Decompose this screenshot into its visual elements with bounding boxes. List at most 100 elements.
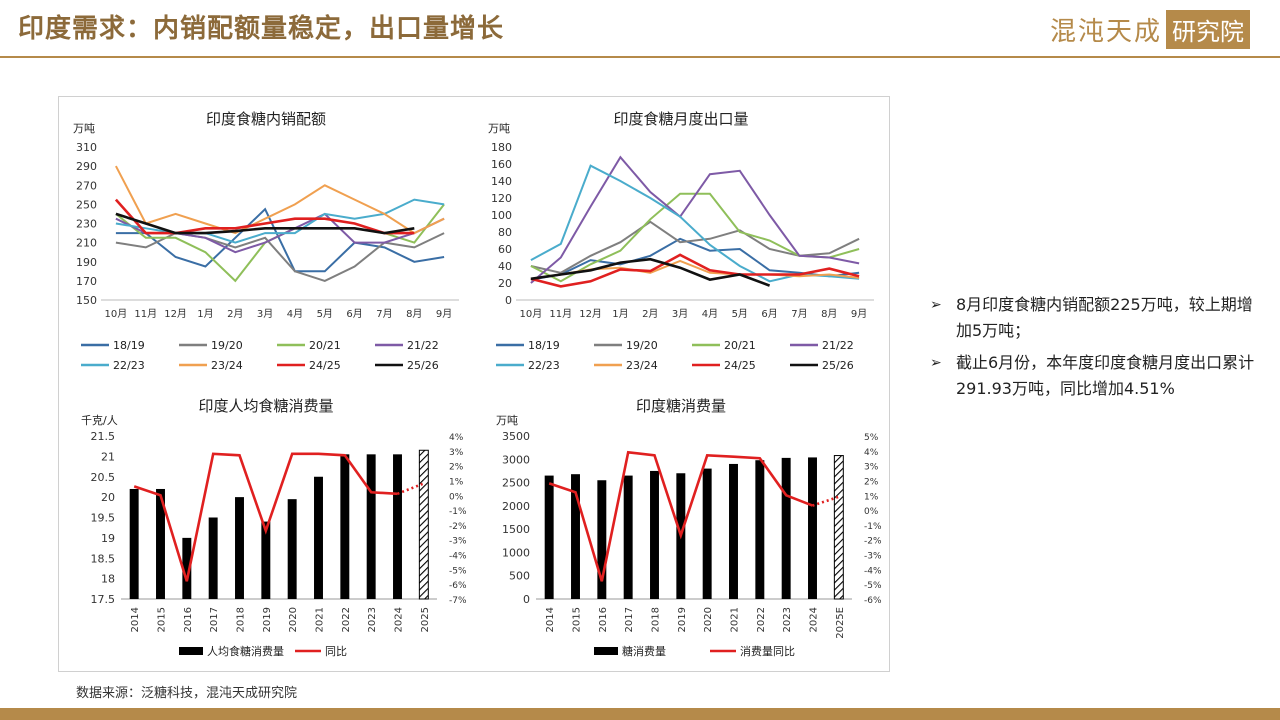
x-tick-label: 2020: [288, 607, 299, 632]
bar: [597, 480, 607, 599]
bar: [182, 537, 192, 599]
legend-label: 18/19: [113, 339, 145, 352]
logo-box: 研究院: [1166, 10, 1250, 49]
x-tick-label: 2016: [183, 607, 194, 632]
x-tick-label: 2018: [651, 607, 662, 632]
x-tick-label: 6月: [346, 308, 362, 320]
y-tick-label: 19: [101, 532, 115, 545]
y2-tick-label: 3%: [449, 448, 464, 458]
series-line-19-20: [115, 232, 445, 282]
y-tick-label: 100: [491, 209, 512, 222]
bar: [418, 449, 429, 600]
x-tick-label: 1月: [612, 308, 628, 320]
page-title: 印度需求：内销配额量稳定，出口量增长: [18, 14, 505, 44]
legend-swatch: [594, 647, 618, 655]
y-axis-label: 千克/人: [81, 414, 118, 427]
x-tick-label: 6月: [761, 308, 777, 320]
series-line-24-25: [530, 253, 860, 288]
y-axis-label: 万吨: [488, 122, 510, 135]
y-tick-label: 80: [498, 226, 512, 239]
x-tick-label: 8月: [406, 308, 422, 320]
y2-tick-label: -2%: [864, 537, 882, 547]
x-tick-label: 2019: [262, 607, 273, 632]
y-tick-label: 140: [491, 175, 512, 188]
legend-label: 25/26: [822, 359, 854, 372]
x-tick-label: 11月: [134, 308, 157, 320]
legend-label: 21/22: [822, 339, 854, 352]
x-tick-label: 1月: [197, 308, 213, 320]
chart-panel-per-capita: 印度人均食糖消费量 千克/人 17.5 18 18.5 19 19.5 20 20.5 21 21.…: [59, 384, 474, 671]
x-tick-label: 2016: [598, 607, 609, 632]
legend-label: 23/24: [626, 359, 658, 372]
bar: [755, 460, 765, 599]
y-axis-label: 万吨: [73, 122, 95, 135]
x-tick-label: 2025: [420, 607, 431, 632]
legend-label: 22/23: [113, 359, 145, 372]
y2-tick-label: -1%: [864, 522, 882, 532]
y-tick-label: 170: [76, 275, 97, 288]
y-tick-label: 20: [498, 277, 512, 290]
y2-tick-label: -2%: [449, 522, 467, 532]
x-tick-label: 8月: [821, 308, 837, 320]
bar: [235, 497, 244, 599]
x-tick-label: 12月: [164, 308, 187, 320]
y-tick-label: 1000: [502, 546, 530, 559]
y-tick-label: 20: [101, 491, 115, 504]
header-rule: [0, 56, 1280, 58]
legend-label: 21/22: [407, 339, 439, 352]
series-line-25-26: [530, 257, 771, 287]
y2-tick-label: 4%: [864, 448, 879, 458]
notes-list: ➢ 8月印度食糖内销配额225万吨，较上期增加5万吨； ➢ 截止6月份，本年度印…: [930, 292, 1260, 408]
x-tick-label: 4月: [702, 308, 718, 320]
bar: [129, 488, 139, 599]
brand-logo: 混沌天成 研究院: [1050, 10, 1250, 49]
legend-label: 人均食糖消费量: [207, 644, 284, 658]
series-line-18-19: [115, 207, 445, 273]
y-tick-label: 0: [505, 294, 512, 307]
x-tick-label: 11月: [549, 308, 572, 320]
chart-title: 印度食糖内销配额: [206, 110, 326, 128]
legend-label: 22/23: [528, 359, 560, 372]
note-text: 截止6月份，本年度印度食糖月度出口累计291.93万吨，同比增加4.51%: [956, 353, 1255, 398]
x-tick-label: 10月: [520, 308, 543, 320]
y2-tick-label: -6%: [449, 581, 467, 591]
y-tick-label: 20.5: [91, 471, 116, 484]
x-tick-label: 7月: [791, 308, 807, 320]
y-tick-label: 230: [76, 218, 97, 231]
x-tick-label: 10月: [105, 308, 128, 320]
legend-label: 18/19: [528, 339, 560, 352]
x-tick-label: 3月: [672, 308, 688, 320]
y-tick-label: 21: [101, 450, 115, 463]
x-tick-label: 2019: [677, 607, 688, 632]
bar: [833, 455, 844, 600]
y-tick-label: 17.5: [91, 593, 116, 606]
legend-label: 25/26: [407, 359, 439, 372]
bar: [366, 454, 376, 599]
y-tick-label: 3500: [502, 430, 530, 443]
bar: [623, 475, 633, 599]
y2-tick-label: -4%: [449, 552, 467, 562]
bar: [544, 475, 554, 599]
x-tick-label: 3月: [257, 308, 273, 320]
legend-label: 消费量同比: [740, 644, 795, 658]
x-tick-label: 12月: [579, 308, 602, 320]
legend-label: 糖消费量: [622, 644, 666, 658]
y2-tick-label: 2%: [864, 477, 879, 487]
chart-title: 印度人均食糖消费量: [198, 397, 333, 415]
y2-tick-label: -4%: [864, 566, 882, 576]
x-tick-label: 2月: [227, 308, 243, 320]
y-tick-label: 160: [491, 158, 512, 171]
y2-tick-label: -5%: [864, 581, 882, 591]
y2-tick-label: 2%: [449, 463, 464, 473]
bar: [340, 454, 350, 599]
legend-label: 同比: [325, 645, 347, 658]
chart-panel-monthly-export: 印度食糖月度出口量 万吨 0 20 40 60 80 100 120 140 160 180 10月 11…: [474, 97, 889, 384]
bar: [393, 454, 402, 599]
note-text: 8月印度食糖内销配额225万吨，较上期增加5万吨；: [956, 295, 1253, 340]
y-tick-label: 21.5: [91, 430, 116, 443]
x-tick-label: 2月: [642, 308, 658, 320]
y-tick-label: 3000: [502, 453, 530, 466]
y-tick-label: 190: [76, 256, 97, 269]
